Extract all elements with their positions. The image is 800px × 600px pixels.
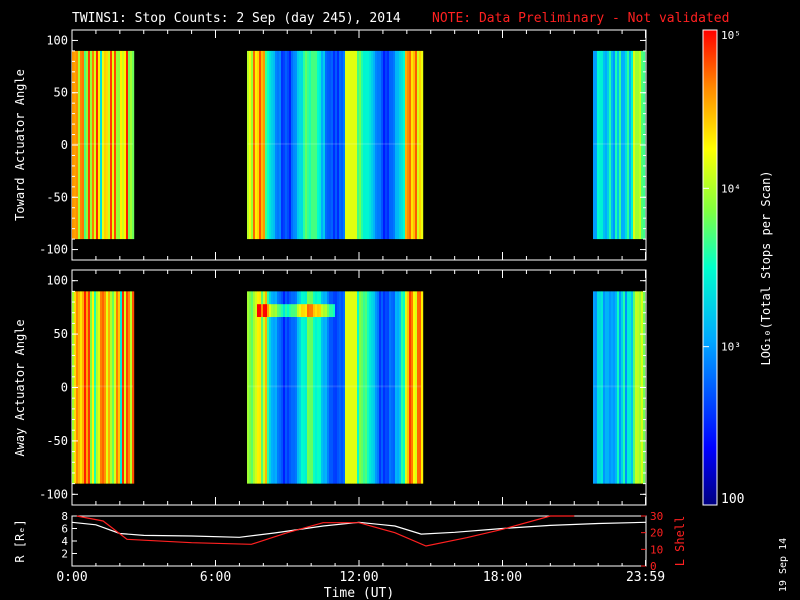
colorbar-gradient [702, 29, 718, 506]
ytick-label-2-3: -50 [46, 434, 68, 448]
plot-title: TWINS1: Stop Counts: 2 Sep (day 245), 20… [72, 11, 401, 26]
colorbar-tick-1: 10⁴ [721, 182, 741, 195]
r-tick-3: 2 [61, 548, 68, 561]
data-note: NOTE: Data Preliminary - Not validated [432, 11, 729, 26]
lshell-tick-0: 30 [650, 510, 663, 523]
time-tick-4: 23:59 [626, 570, 665, 585]
lshell-tick-2: 10 [650, 543, 663, 556]
ytick-label-1-3: -50 [46, 190, 68, 204]
colorbar-tick-0: 10⁵ [721, 29, 741, 42]
heatmap-segment-1 [72, 291, 135, 484]
ytick-label-2-4: -100 [39, 487, 68, 501]
r-axis-label: R [Rₑ] [13, 519, 27, 562]
away-angle-panel: 100 50 0 -50 -100 Away Actuator Angle [13, 269, 647, 506]
time-axis-label: Time (UT) [324, 586, 394, 600]
r-tick-1: 6 [61, 523, 68, 536]
away-ylabel: Away Actuator Angle [13, 319, 27, 456]
ytick-label-1-4: -100 [39, 243, 68, 257]
colorbar-label: LOG₁₀(Total Stops per Scan) [759, 170, 773, 365]
r-tick-0: 8 [61, 510, 68, 523]
r-tick-2: 4 [61, 535, 68, 548]
colorbar-tick-2: 10³ [721, 341, 741, 354]
time-tick-1: 6:00 [200, 570, 231, 585]
colorbar: 10⁵ 10⁴ 10³ 100 LOG₁₀(Total Stops per Scan) [702, 29, 773, 507]
series-r-line [71, 521, 646, 538]
toward-ylabel: Toward Actuator Angle [13, 69, 27, 221]
series-l-shell-line [76, 515, 575, 547]
date-stamp: 19 Sep 14 [778, 538, 789, 592]
ytick-label-1-1: 50 [54, 86, 68, 100]
lshell-axis-label: L Shell [673, 516, 687, 567]
ytick-label-2-0: 100 [46, 274, 68, 288]
lshell-tick-1: 20 [650, 527, 663, 540]
ytick-label-2-2: 0 [61, 381, 68, 395]
ytick-label-1-0: 100 [46, 33, 68, 47]
time-tick-3: 18:00 [483, 570, 522, 585]
colorbar-tick-3: 100 [721, 492, 744, 507]
ytick-label-2-1: 50 [54, 327, 68, 341]
ytick-label-1-2: 0 [61, 138, 68, 152]
toward-angle-panel: 100 50 0 -50 -100 Toward Actuator Angle [13, 29, 647, 261]
heatmap-segment-3 [593, 291, 646, 484]
heatmap-segment-1 [72, 50, 135, 240]
time-tick-2: 12:00 [339, 570, 378, 585]
lshell-tick-3: 0 [650, 560, 657, 573]
time-tick-0: 0:00 [56, 570, 87, 585]
heatmap-segment-2 [247, 50, 424, 240]
heatmap-segment-3 [593, 50, 646, 240]
heatmap-segment-2 [247, 291, 424, 484]
